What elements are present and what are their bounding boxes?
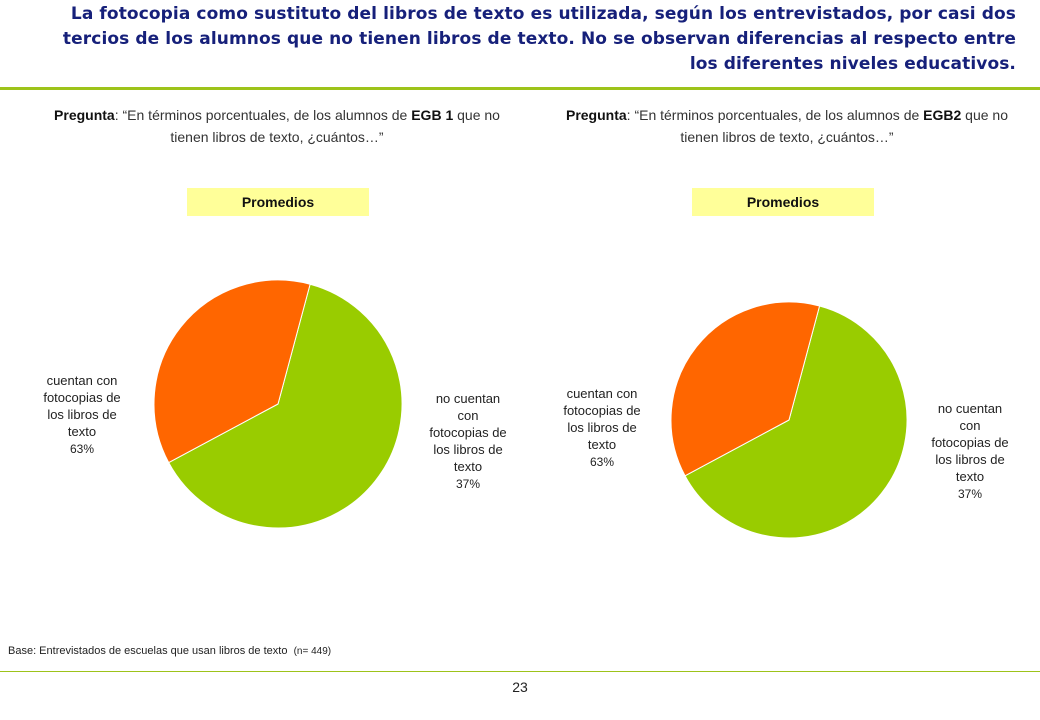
slice-label-line: no cuentan [436, 391, 500, 406]
slice-percent: 37% [958, 487, 982, 501]
slice-label-line: los libros de [935, 452, 1004, 467]
base-text: Base: Entrevistados de escuelas que usan… [8, 645, 288, 657]
slice-label-line: los libros de [567, 420, 636, 435]
question-level: EGB 1 [411, 107, 454, 123]
pie-slice [168, 283, 403, 529]
title-divider [0, 87, 1040, 90]
slice-label: no cuentan con fotocopias de los libros de t… [429, 391, 506, 491]
slice-percent: 63% [590, 455, 614, 469]
slice-label-line: texto [454, 459, 482, 474]
promedios-badge: Promedios [187, 188, 369, 216]
slice-label-line: fotocopias de [43, 390, 120, 405]
slice-label-line: los libros de [433, 442, 502, 457]
slice-label-line: cuentan con [47, 373, 118, 388]
page-title: La fotocopia como sustituto del libros d… [62, 4, 1016, 74]
slice-label-line: texto [588, 437, 616, 452]
slice-label-line: texto [68, 424, 96, 439]
slice-label-line: con [458, 408, 479, 423]
sample-size: (n= 449) [293, 646, 332, 657]
question-text: : “En términos porcentuales, de los alum… [626, 107, 924, 123]
slice-label: cuentan con fotocopias de los libros de tex… [43, 373, 120, 456]
slice-label-line: fotocopias de [931, 435, 1008, 450]
question-egb2: Pregunta: “En términos porcentuales, de … [552, 104, 1022, 148]
question-text: : “En términos porcentuales, de los alum… [114, 107, 412, 123]
question-label: Pregunta [54, 107, 115, 123]
slice-label-line: fotocopias de [429, 425, 506, 440]
base-note: Base: Entrevistados de escuelas que usan… [8, 645, 331, 657]
slice-label-line: cuentan con [567, 386, 638, 401]
pie-slice [153, 279, 311, 464]
slice-label: cuentan con fotocopias de los libros de tex… [563, 386, 640, 469]
question-label: Pregunta [565, 107, 627, 123]
slice-label-line: no cuentan [938, 401, 1002, 416]
footer-divider [0, 671, 1040, 672]
slice-label: no cuentan con fotocopias de los libros de t… [931, 401, 1008, 501]
promedios-badge: Promedios [692, 188, 874, 216]
slice-label-line: texto [956, 469, 984, 484]
question-egb1: Pregunta: “En términos porcentuales, de … [42, 104, 512, 148]
question-text: que no tienen libros de texto, ¿cuántos…… [170, 107, 500, 145]
pie-slice [670, 301, 821, 477]
slice-label-line: fotocopias de [563, 403, 640, 418]
pie-slice [684, 305, 908, 539]
slice-percent: 63% [70, 442, 94, 456]
slice-label-line: los libros de [47, 407, 116, 422]
slice-percent: 37% [456, 477, 480, 491]
slice-label-line: con [960, 418, 981, 433]
question-level: EGB2 [923, 107, 962, 123]
page-number: 23 [512, 679, 528, 695]
question-text: que no tienen libros de texto, ¿cuántos…… [680, 107, 1009, 145]
